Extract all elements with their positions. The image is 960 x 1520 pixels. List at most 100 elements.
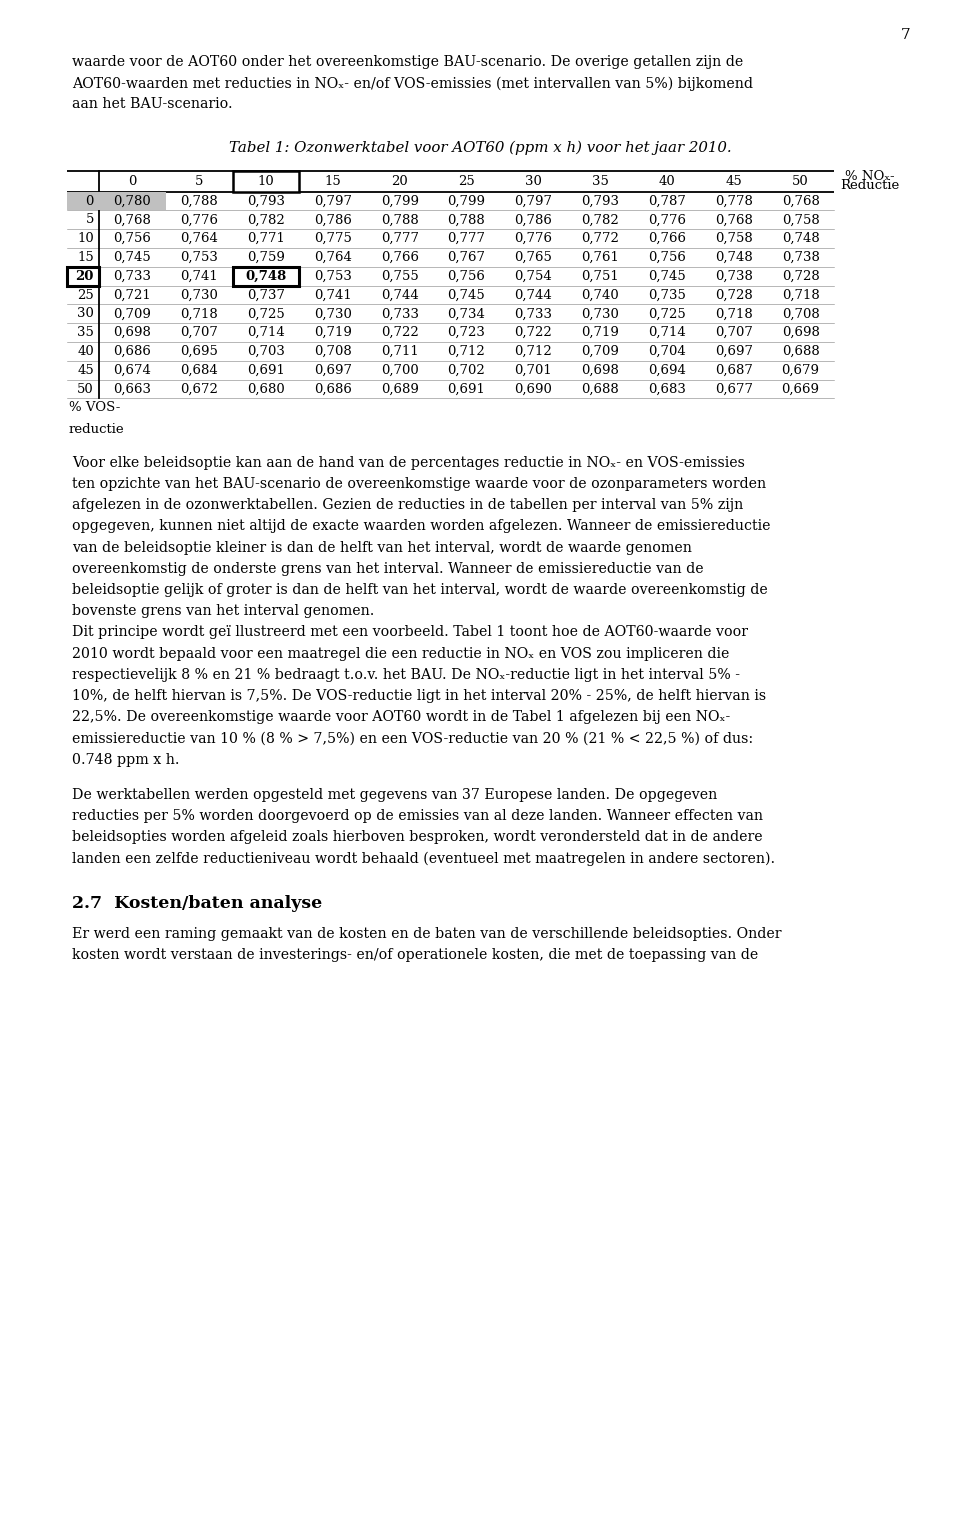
Text: 0,766: 0,766 xyxy=(381,251,419,264)
Text: 0,723: 0,723 xyxy=(447,327,486,339)
Text: 0,691: 0,691 xyxy=(247,363,285,377)
Text: 0,672: 0,672 xyxy=(180,383,218,395)
Text: 0,719: 0,719 xyxy=(314,327,351,339)
Bar xyxy=(232,170,300,192)
Text: 0,718: 0,718 xyxy=(781,289,820,301)
Text: 0: 0 xyxy=(129,175,136,187)
Text: 45: 45 xyxy=(726,175,742,187)
Text: 0,700: 0,700 xyxy=(381,363,419,377)
Text: 0,753: 0,753 xyxy=(314,269,351,283)
Text: % NOₓ-: % NOₓ- xyxy=(845,170,895,182)
Text: 0,777: 0,777 xyxy=(447,233,486,245)
Text: 10: 10 xyxy=(77,233,94,245)
Text: 0,799: 0,799 xyxy=(447,195,486,208)
Text: ten opzichte van het BAU-scenario de overeenkomstige waarde voor de ozonparamete: ten opzichte van het BAU-scenario de ove… xyxy=(72,477,766,491)
Text: 0,788: 0,788 xyxy=(447,213,486,226)
Text: 30: 30 xyxy=(77,307,94,321)
Text: Er werd een raming gemaakt van de kosten en de baten van de verschillende beleid: Er werd een raming gemaakt van de kosten… xyxy=(72,927,781,941)
Text: van de beleidsoptie kleiner is dan de helft van het interval, wordt de waarde ge: van de beleidsoptie kleiner is dan de he… xyxy=(72,541,692,555)
Text: 7: 7 xyxy=(900,27,910,43)
Text: 5: 5 xyxy=(195,175,204,187)
Text: 0,728: 0,728 xyxy=(781,269,820,283)
Text: 0,754: 0,754 xyxy=(515,269,552,283)
Text: 0,721: 0,721 xyxy=(113,289,152,301)
Text: 0,718: 0,718 xyxy=(180,307,218,321)
Text: 45: 45 xyxy=(77,363,94,377)
Text: aan het BAU-scenario.: aan het BAU-scenario. xyxy=(72,97,232,111)
Text: 0,725: 0,725 xyxy=(247,307,285,321)
Text: 0,698: 0,698 xyxy=(581,363,619,377)
Text: 0,703: 0,703 xyxy=(247,345,285,357)
Text: 25: 25 xyxy=(77,289,94,301)
Text: 0,712: 0,712 xyxy=(515,345,552,357)
Text: 0,686: 0,686 xyxy=(314,383,351,395)
Text: 0,755: 0,755 xyxy=(381,269,419,283)
Text: 0,709: 0,709 xyxy=(113,307,152,321)
Text: 0,764: 0,764 xyxy=(314,251,351,264)
Text: 0,691: 0,691 xyxy=(447,383,486,395)
Text: 0,709: 0,709 xyxy=(581,345,619,357)
Text: 0,745: 0,745 xyxy=(447,289,486,301)
Text: 0,708: 0,708 xyxy=(314,345,351,357)
Text: 0,756: 0,756 xyxy=(113,233,152,245)
Text: 0,745: 0,745 xyxy=(648,269,685,283)
Text: 50: 50 xyxy=(792,175,809,187)
Text: 0,690: 0,690 xyxy=(515,383,552,395)
Text: 0,761: 0,761 xyxy=(581,251,619,264)
Text: 0,748: 0,748 xyxy=(715,251,753,264)
Text: respectievelijk 8 % en 21 % bedraagt t.o.v. het BAU. De NOₓ-reductie ligt in het: respectievelijk 8 % en 21 % bedraagt t.o… xyxy=(72,667,740,682)
Text: 0,730: 0,730 xyxy=(314,307,351,321)
Text: 0,744: 0,744 xyxy=(381,289,419,301)
Text: 0,677: 0,677 xyxy=(715,383,753,395)
Text: 0,797: 0,797 xyxy=(515,195,552,208)
Text: Tabel 1: Ozonwerktabel voor AOT60 (ppm x h) voor het jaar 2010.: Tabel 1: Ozonwerktabel voor AOT60 (ppm x… xyxy=(228,141,732,155)
Text: 0,669: 0,669 xyxy=(781,383,820,395)
Text: 0,733: 0,733 xyxy=(381,307,419,321)
Text: 10%, de helft hiervan is 7,5%. De VOS-reductie ligt in het interval 20% - 25%, d: 10%, de helft hiervan is 7,5%. De VOS-re… xyxy=(72,689,766,702)
Text: % VOS-: % VOS- xyxy=(69,401,120,415)
Text: reducties per 5% worden doorgevoerd op de emissies van al deze landen. Wanneer e: reducties per 5% worden doorgevoerd op d… xyxy=(72,809,763,822)
Text: 25: 25 xyxy=(458,175,475,187)
Text: 40: 40 xyxy=(659,175,675,187)
Bar xyxy=(232,268,300,286)
Bar xyxy=(67,192,99,210)
Text: waarde voor de AOT60 onder het overeenkomstige BAU-scenario. De overige getallen: waarde voor de AOT60 onder het overeenko… xyxy=(72,55,743,68)
Text: 0,748: 0,748 xyxy=(246,269,287,283)
Text: 0: 0 xyxy=(85,195,94,208)
Text: 20: 20 xyxy=(392,175,408,187)
Text: 0,737: 0,737 xyxy=(247,289,285,301)
Text: 0,704: 0,704 xyxy=(648,345,685,357)
Text: 0,679: 0,679 xyxy=(781,363,820,377)
Text: landen een zelfde reductieniveau wordt behaald (eventueel met maatregelen in and: landen een zelfde reductieniveau wordt b… xyxy=(72,851,775,866)
Text: beleidsoptie gelijk of groter is dan de helft van het interval, wordt de waarde : beleidsoptie gelijk of groter is dan de … xyxy=(72,584,768,597)
Text: 0,707: 0,707 xyxy=(715,327,753,339)
Text: 0,730: 0,730 xyxy=(180,289,218,301)
Text: 0,688: 0,688 xyxy=(781,345,820,357)
Text: 0,680: 0,680 xyxy=(247,383,285,395)
Text: 0,712: 0,712 xyxy=(447,345,486,357)
Text: 0,771: 0,771 xyxy=(247,233,285,245)
Text: 0,778: 0,778 xyxy=(715,195,753,208)
Text: 0,768: 0,768 xyxy=(781,195,820,208)
Text: 35: 35 xyxy=(591,175,609,187)
Text: kosten wordt verstaan de investerings- en/of operationele kosten, die met de toe: kosten wordt verstaan de investerings- e… xyxy=(72,948,758,962)
Text: 0,775: 0,775 xyxy=(314,233,351,245)
Text: 0,738: 0,738 xyxy=(781,251,820,264)
Text: 0,759: 0,759 xyxy=(247,251,285,264)
Text: 0,728: 0,728 xyxy=(715,289,753,301)
Text: 0,756: 0,756 xyxy=(648,251,685,264)
Text: 0,766: 0,766 xyxy=(648,233,686,245)
Text: 5: 5 xyxy=(85,213,94,226)
Text: 0,748: 0,748 xyxy=(781,233,820,245)
Text: 0,767: 0,767 xyxy=(447,251,486,264)
Text: bovenste grens van het interval genomen.: bovenste grens van het interval genomen. xyxy=(72,605,374,619)
Text: 0,688: 0,688 xyxy=(581,383,619,395)
Text: 0,745: 0,745 xyxy=(113,251,152,264)
Text: 0,768: 0,768 xyxy=(715,213,753,226)
Text: 0,698: 0,698 xyxy=(781,327,820,339)
Text: 0,741: 0,741 xyxy=(180,269,218,283)
Text: 0,741: 0,741 xyxy=(314,289,351,301)
Text: 40: 40 xyxy=(77,345,94,357)
Text: 0,722: 0,722 xyxy=(515,327,552,339)
Text: 0,797: 0,797 xyxy=(314,195,352,208)
